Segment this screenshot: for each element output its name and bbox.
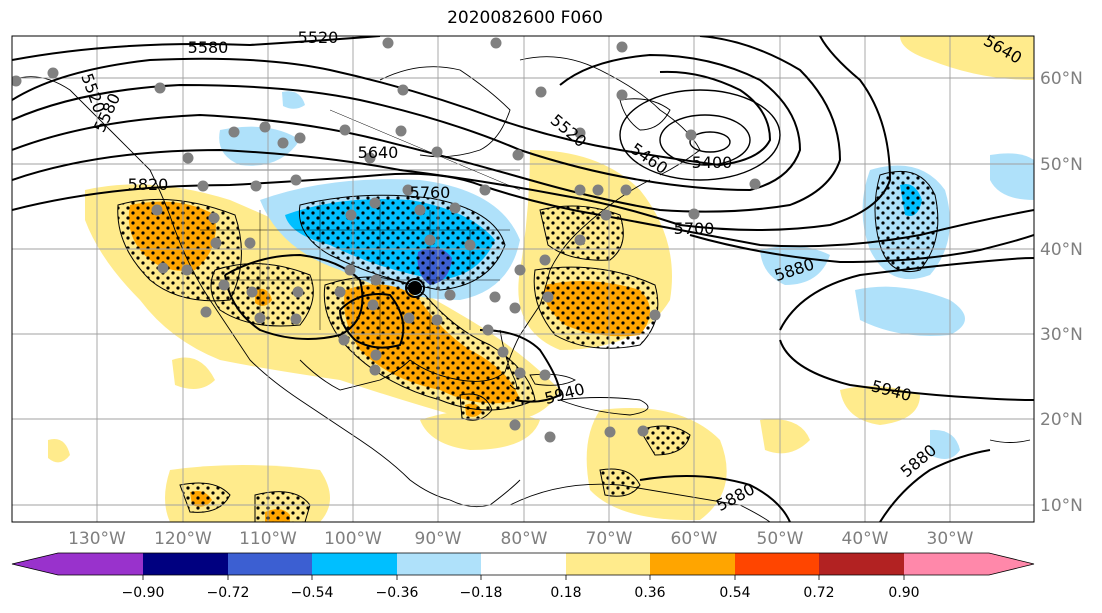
lon-label: 80°W xyxy=(501,529,548,549)
lat-label: 30°N xyxy=(1040,325,1083,345)
colorbar-segment xyxy=(566,553,650,575)
lon-label: 130°W xyxy=(68,529,126,549)
colorbar-tick: −0.54 xyxy=(291,585,334,601)
colorbar-tick: 0.54 xyxy=(719,585,750,601)
lon-label: 70°W xyxy=(586,529,633,549)
contour-label: 5520 xyxy=(298,28,339,47)
colorbar-tick: 0.72 xyxy=(803,585,834,601)
colorbar-tick: −0.72 xyxy=(207,585,250,601)
latitude-labels: 60°N 50°N 40°N 30°N 20°N 10°N xyxy=(1040,69,1083,516)
lon-label: 40°W xyxy=(842,529,889,549)
map-title: 2020082600 F060 xyxy=(447,8,603,28)
colorbar-tick: −0.18 xyxy=(460,585,503,601)
map-panel xyxy=(12,36,1034,522)
colorbar-tick: 0.90 xyxy=(888,585,919,601)
lat-label: 10°N xyxy=(1040,496,1083,516)
colorbar-segment xyxy=(819,553,904,575)
lat-label: 20°N xyxy=(1040,410,1083,430)
lat-label: 50°N xyxy=(1040,155,1083,175)
colorbar-tick: −0.90 xyxy=(122,585,165,601)
state-borders xyxy=(150,109,521,340)
colorbar-segment xyxy=(228,553,312,575)
colorbar-extend-high xyxy=(989,553,1034,575)
colorbar-tick: 0.36 xyxy=(634,585,665,601)
colorbar-extend-low xyxy=(12,553,58,575)
graticule xyxy=(12,36,1034,522)
contour-label: 5700 xyxy=(674,219,715,238)
lon-label: 120°W xyxy=(154,529,212,549)
colorbar-segment xyxy=(481,553,566,575)
colorbar-tick: 0.18 xyxy=(550,585,581,601)
contour-label: 5580 xyxy=(188,38,229,57)
lon-label: 90°W xyxy=(415,529,462,549)
contour-label: 5400 xyxy=(692,153,733,172)
colorbar-segment xyxy=(904,553,989,575)
colorbar-segment xyxy=(397,553,481,575)
colorbar-segment xyxy=(650,553,735,575)
longitude-labels: 130°W 120°W 110°W 100°W 90°W 80°W 70°W 6… xyxy=(68,529,974,549)
station-markers xyxy=(12,37,761,443)
lon-label: 100°W xyxy=(324,529,382,549)
colorbar-segment xyxy=(58,553,143,575)
colorbar: −0.90 −0.72 −0.54 −0.36 −0.18 0.18 0.36 … xyxy=(11,552,1035,601)
closed-low-contours xyxy=(619,89,781,181)
colorbar-segment xyxy=(143,553,228,575)
height-contours xyxy=(12,36,1034,522)
contour-label: 5640 xyxy=(358,143,399,162)
colorbar-segment xyxy=(312,553,397,575)
colorbar-segment xyxy=(735,553,819,575)
lon-label: 60°W xyxy=(671,529,718,549)
lon-label: 30°W xyxy=(927,529,974,549)
lat-label: 40°N xyxy=(1040,240,1083,260)
storm-center-marker xyxy=(408,281,422,295)
map-frame xyxy=(11,35,1035,523)
lon-label: 50°W xyxy=(757,529,804,549)
contour-label: 5760 xyxy=(410,183,451,202)
colorbar-tick: −0.36 xyxy=(376,585,419,601)
lon-label: 110°W xyxy=(239,529,297,549)
lat-label: 60°N xyxy=(1040,69,1083,89)
contour-label: 5820 xyxy=(128,175,169,194)
